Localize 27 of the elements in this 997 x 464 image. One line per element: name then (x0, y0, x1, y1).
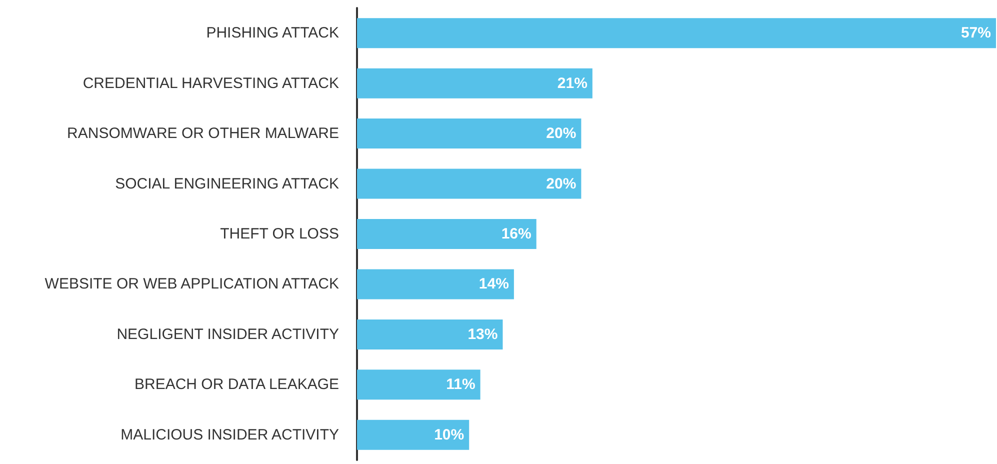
y-tick-label: NEGLIGENT INSIDER ACTIVITY (116, 326, 339, 343)
y-tick-label: MALICIOUS INSIDER ACTIVITY (120, 426, 339, 444)
data-label: 20% (546, 125, 576, 142)
data-label: 10% (434, 426, 464, 444)
data-label: 14% (478, 276, 509, 293)
bar (357, 319, 503, 350)
data-label: 20% (546, 175, 576, 192)
y-tick-label: CREDENTIAL HARVESTING ATTACK (82, 74, 339, 92)
data-label: 57% (960, 24, 991, 42)
bar (357, 68, 592, 98)
y-tick-label: RANSOMWARE OR OTHER MALWARE (67, 125, 339, 142)
bar (357, 168, 582, 199)
y-tick-label: SOCIAL ENGINEERING ATTACK (115, 175, 339, 192)
y-tick-label: PHISHING ATTACK (206, 24, 339, 42)
bar (357, 370, 480, 400)
bar (357, 18, 996, 48)
data-label: 16% (501, 226, 532, 242)
data-label: 11% (446, 376, 476, 394)
data-label: 21% (557, 74, 588, 92)
y-tick-label: WEBSITE OR WEB APPLICATION ATTACK (44, 276, 339, 293)
bar (357, 118, 582, 149)
bar (357, 219, 536, 249)
y-tick-label: THEFT OR LOSS (220, 226, 339, 242)
y-tick-label: BREACH OR DATA LEAKAGE (134, 376, 339, 394)
bar (357, 269, 514, 300)
data-label: 13% (468, 326, 498, 343)
bar (357, 420, 470, 450)
